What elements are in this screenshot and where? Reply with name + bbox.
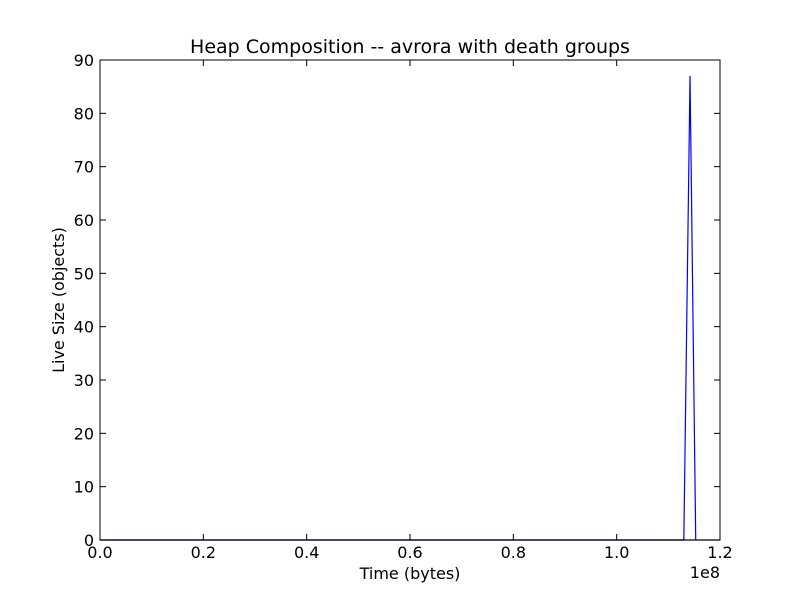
y-tick-label: 0 — [84, 531, 94, 550]
y-tick-label: 20 — [74, 424, 94, 443]
y-axis-label: Live Size (objects) — [49, 227, 68, 373]
y-tick-label: 30 — [74, 371, 94, 390]
y-tick-label: 60 — [74, 211, 94, 230]
series-layer — [100, 75, 720, 541]
x-tick-label: 0.4 — [294, 543, 319, 562]
x-tick-label: 1.0 — [604, 543, 629, 562]
plot-frame — [99, 59, 721, 541]
ticks-layer: 0.0 0.2 0.4 0.6 0.8 1.0 1.2 0 10 20 30 40 50 60 70 80 90 — [74, 51, 733, 562]
x-axis-label: Time (bytes) — [359, 564, 461, 583]
y-tick-label: 90 — [74, 51, 94, 70]
y-tick-label: 70 — [74, 158, 94, 177]
y-tick-label: 80 — [74, 104, 94, 123]
y-tick-label: 10 — [74, 478, 94, 497]
y-tick-label: 40 — [74, 318, 94, 337]
x-offset-label: 1e8 — [690, 563, 720, 582]
x-tick-label: 0.0 — [87, 543, 112, 562]
chart-title: Heap Composition -- avrora with death gr… — [190, 36, 630, 58]
x-tick-label: 0.6 — [397, 543, 422, 562]
series-line-1 — [100, 75, 697, 541]
x-tick-label: 0.8 — [501, 543, 526, 562]
x-tick-label: 1.2 — [707, 543, 732, 562]
x-tick-label: 0.2 — [191, 543, 216, 562]
y-tick-label: 50 — [74, 264, 94, 283]
